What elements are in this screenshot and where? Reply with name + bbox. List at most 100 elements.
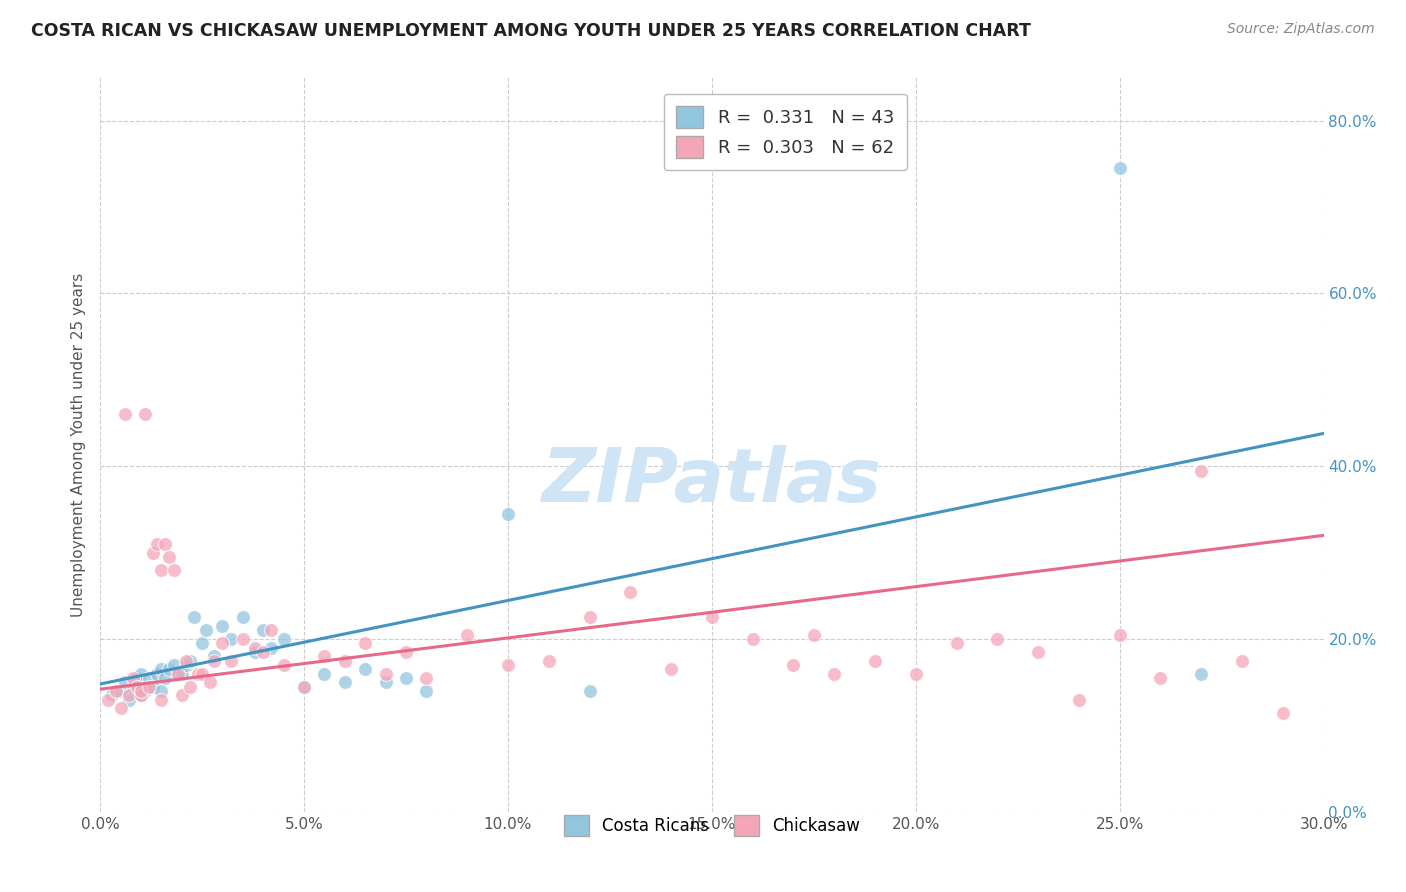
Point (1026, 645, 1049, 659)
Point (110, 684, 132, 698)
Point (619, 584, 641, 599)
Point (159, 549, 181, 564)
Point (395, 671, 418, 685)
Point (252, 645, 274, 659)
Point (986, 632, 1008, 646)
Point (162, 658, 184, 673)
Point (945, 636, 967, 650)
Point (118, 688, 141, 702)
Point (191, 666, 214, 681)
Point (232, 610, 254, 624)
Point (252, 624, 274, 638)
Point (121, 680, 143, 694)
Point (456, 628, 478, 642)
Point (150, 563, 173, 577)
Point (138, 680, 160, 694)
Point (537, 654, 560, 668)
Point (1149, 671, 1171, 685)
Point (273, 632, 295, 646)
Point (292, 680, 315, 694)
Point (260, 640, 283, 655)
Text: COSTA RICAN VS CHICKASAW UNEMPLOYMENT AMONG YOUTH UNDER 25 YEARS CORRELATION CHA: COSTA RICAN VS CHICKASAW UNEMPLOYMENT AM… (31, 22, 1031, 40)
Point (162, 563, 184, 577)
Point (200, 675, 222, 690)
Point (333, 654, 356, 668)
Point (374, 675, 396, 690)
Point (195, 624, 218, 638)
Point (101, 688, 124, 702)
Point (114, 675, 136, 690)
Point (415, 671, 437, 685)
Point (191, 636, 214, 650)
Y-axis label: Unemployment Among Youth under 25 years: Unemployment Among Youth under 25 years (72, 273, 86, 616)
Point (354, 636, 377, 650)
Point (114, 408, 136, 422)
Point (142, 546, 165, 560)
Point (415, 684, 437, 698)
Point (155, 537, 177, 551)
Point (292, 680, 315, 694)
Point (170, 688, 193, 702)
Point (150, 692, 173, 706)
Point (202, 654, 225, 668)
Point (179, 680, 201, 694)
Point (134, 684, 156, 698)
Point (1108, 161, 1130, 176)
Point (183, 610, 205, 624)
Point (1189, 666, 1212, 681)
Point (146, 537, 169, 551)
Point (129, 684, 152, 698)
Point (741, 632, 763, 646)
Point (1271, 706, 1294, 720)
Point (179, 654, 201, 668)
Point (273, 658, 295, 673)
Point (138, 671, 160, 685)
Point (159, 662, 181, 676)
Point (219, 654, 242, 668)
Point (211, 636, 233, 650)
Point (243, 640, 266, 655)
Point (260, 624, 283, 638)
Point (174, 658, 197, 673)
Point (1230, 654, 1253, 668)
Point (374, 666, 396, 681)
Point (155, 671, 177, 685)
Point (150, 684, 173, 698)
Point (202, 649, 225, 664)
Point (1108, 628, 1130, 642)
Point (146, 666, 169, 681)
Point (1189, 464, 1212, 478)
Point (170, 666, 193, 681)
Point (700, 610, 723, 624)
Point (105, 684, 128, 698)
Point (803, 628, 825, 642)
Point (142, 680, 165, 694)
Text: ZIPatlas: ZIPatlas (541, 445, 882, 518)
Point (578, 684, 600, 698)
Point (863, 654, 886, 668)
Point (110, 701, 132, 715)
Point (129, 688, 152, 702)
Point (129, 688, 152, 702)
Point (166, 668, 188, 682)
Point (354, 662, 377, 676)
Point (125, 680, 148, 694)
Point (97, 692, 120, 706)
Point (134, 408, 156, 422)
Point (314, 649, 336, 664)
Point (496, 507, 519, 521)
Point (211, 619, 233, 633)
Point (174, 654, 197, 668)
Point (166, 666, 188, 681)
Point (150, 662, 173, 676)
Point (578, 610, 600, 624)
Legend: Costa Ricans, Chickasaw: Costa Ricans, Chickasaw (555, 807, 869, 844)
Point (314, 666, 336, 681)
Point (1067, 692, 1090, 706)
Point (232, 632, 254, 646)
Point (129, 666, 152, 681)
Point (243, 645, 266, 659)
Point (121, 671, 143, 685)
Point (782, 658, 804, 673)
Point (125, 671, 148, 685)
